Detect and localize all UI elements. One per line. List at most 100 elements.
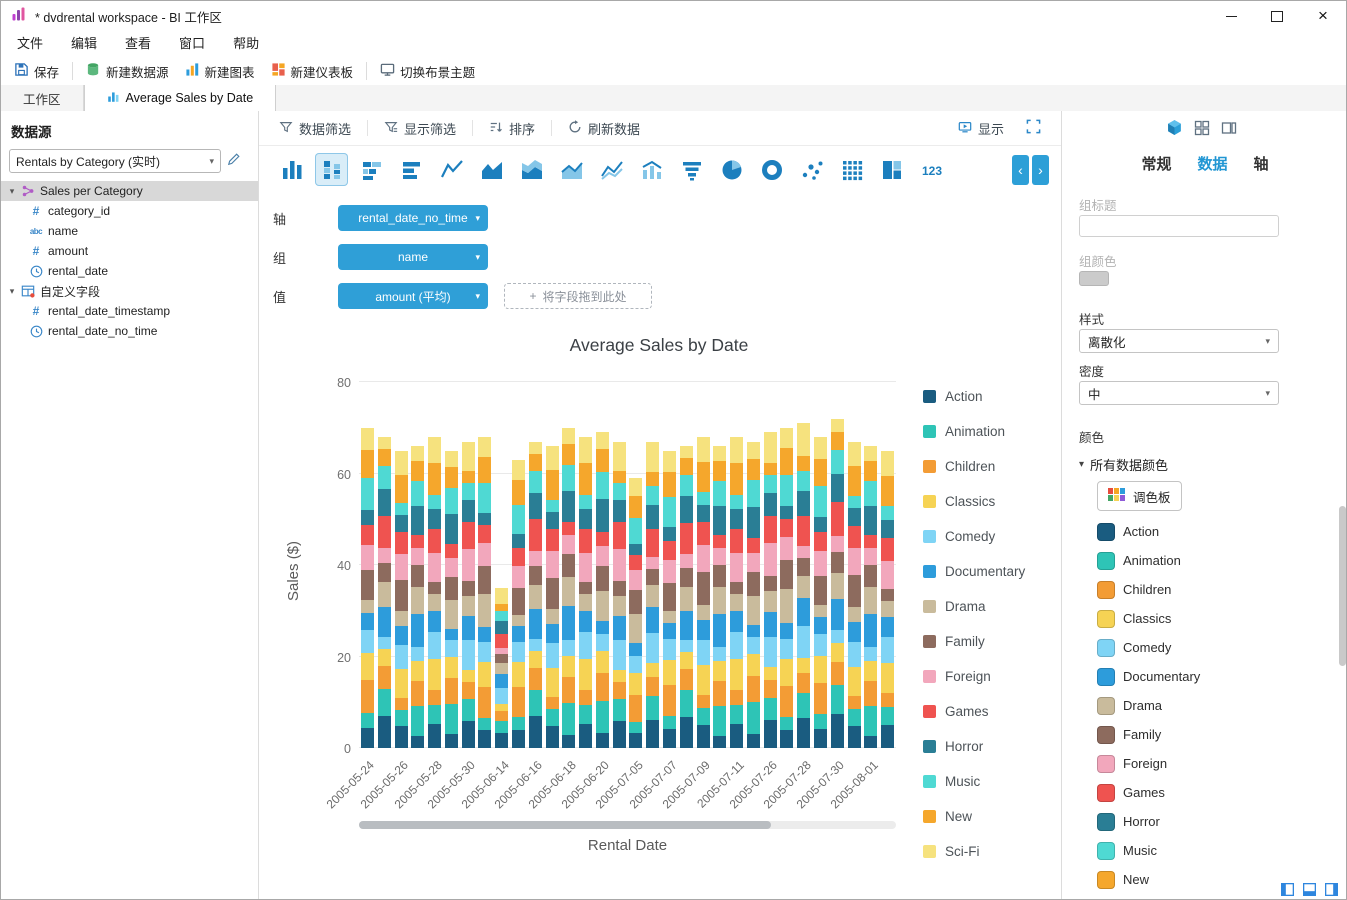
series-color-row-comedy[interactable]: Comedy bbox=[1097, 633, 1200, 662]
expander-icon[interactable]: ▾ bbox=[9, 285, 15, 296]
menu-help[interactable]: 帮助 bbox=[233, 36, 260, 51]
bar-2005-06-16[interactable] bbox=[528, 441, 542, 748]
bar-2005-07-12[interactable] bbox=[746, 441, 760, 748]
palette-button[interactable]: 调色板 bbox=[1097, 481, 1182, 511]
bar-2005-07-08[interactable] bbox=[679, 446, 693, 748]
properties-scrollbar-thumb[interactable] bbox=[1339, 506, 1346, 666]
chart-type-bar[interactable] bbox=[275, 153, 308, 186]
series-color-swatch[interactable] bbox=[1097, 638, 1115, 657]
legend-item-drama[interactable]: Drama bbox=[923, 589, 1025, 624]
menu-file[interactable]: 文件 bbox=[17, 36, 44, 51]
chart-type-donut[interactable] bbox=[755, 153, 788, 186]
field-dropzone[interactable]: + 将字段拖到此处 bbox=[504, 283, 652, 309]
bar-2005-07-26[interactable] bbox=[763, 432, 777, 748]
legend-item-animation[interactable]: Animation bbox=[923, 414, 1025, 449]
new-chart-button[interactable]: 新建图表 bbox=[178, 60, 262, 83]
display-button[interactable]: 显示 bbox=[954, 119, 1008, 138]
series-color-swatch[interactable] bbox=[1097, 580, 1115, 599]
menu-view[interactable]: 查看 bbox=[125, 36, 152, 51]
save-button[interactable]: 保存 bbox=[7, 60, 66, 83]
close-button[interactable]: × bbox=[1318, 6, 1328, 25]
series-color-row-drama[interactable]: Drama bbox=[1097, 691, 1200, 720]
dataset-select[interactable]: Rentals by Category (实时) ▾ bbox=[9, 149, 221, 173]
chart-type-area-line[interactable] bbox=[555, 153, 588, 186]
edit-dataset-button[interactable] bbox=[227, 152, 241, 171]
refresh-button[interactable]: 刷新数据 bbox=[564, 119, 644, 138]
tab-workspace[interactable]: 工作区 bbox=[1, 85, 84, 111]
legend-item-children[interactable]: Children bbox=[923, 449, 1025, 484]
chart-type-stacked-area[interactable] bbox=[515, 153, 548, 186]
legend-item-documentary[interactable]: Documentary bbox=[923, 554, 1025, 589]
panel-layout-left-icon[interactable] bbox=[1281, 883, 1294, 896]
series-color-swatch[interactable] bbox=[1097, 870, 1115, 889]
series-color-row-animation[interactable]: Animation bbox=[1097, 546, 1200, 575]
legend-item-family[interactable]: Family bbox=[923, 624, 1025, 659]
bar-2005-05-29[interactable] bbox=[444, 450, 458, 748]
bar-2005-06-15[interactable] bbox=[511, 459, 525, 748]
grid-view-icon[interactable] bbox=[1194, 120, 1210, 141]
bar-2005-06-17[interactable] bbox=[545, 446, 559, 748]
chart-types-prev-button[interactable]: ‹ bbox=[1012, 154, 1029, 185]
bar-2005-05-27[interactable] bbox=[411, 446, 425, 748]
properties-tab-data[interactable]: 数据 bbox=[1197, 156, 1228, 173]
bar-2005-06-20[interactable] bbox=[595, 432, 609, 748]
maximize-button[interactable] bbox=[1254, 1, 1300, 31]
bar-2005-07-30[interactable] bbox=[830, 418, 844, 748]
chart-type-pie[interactable] bbox=[715, 153, 748, 186]
legend-item-foreign[interactable]: Foreign bbox=[923, 659, 1025, 694]
chart-settings-icon[interactable] bbox=[1166, 119, 1183, 141]
chart-type-horizontal-bar[interactable] bbox=[395, 153, 428, 186]
tree-item-自定义字段[interactable]: ▾ 自定义字段 bbox=[1, 281, 258, 301]
bar-2005-05-25[interactable] bbox=[377, 436, 391, 748]
bar-2005-07-31[interactable] bbox=[847, 441, 861, 748]
bar-2005-07-10[interactable] bbox=[713, 446, 727, 748]
tree-item-rental_date[interactable]: rental_date bbox=[1, 261, 258, 281]
legend-item-horror[interactable]: Horror bbox=[923, 729, 1025, 764]
chart-type-funnel[interactable] bbox=[675, 153, 708, 186]
bar-2005-06-18[interactable] bbox=[562, 427, 576, 748]
bar-2005-07-06[interactable] bbox=[646, 441, 660, 748]
chart-type-line[interactable] bbox=[435, 153, 468, 186]
chart-type-stacked-bar[interactable] bbox=[315, 153, 348, 186]
bar-2005-07-28[interactable] bbox=[797, 423, 811, 748]
minimize-button[interactable] bbox=[1208, 1, 1254, 31]
series-color-swatch[interactable] bbox=[1097, 783, 1115, 802]
group-title-input[interactable] bbox=[1079, 215, 1279, 237]
tree-item-name[interactable]: abc name bbox=[1, 221, 258, 241]
legend-item-sci-fi[interactable]: Sci-Fi bbox=[923, 834, 1025, 869]
fullscreen-button[interactable] bbox=[1022, 119, 1045, 137]
bar-2005-07-09[interactable] bbox=[696, 436, 710, 748]
bar-2005-06-19[interactable] bbox=[579, 436, 592, 748]
series-color-row-documentary[interactable]: Documentary bbox=[1097, 662, 1200, 691]
legend-item-games[interactable]: Games bbox=[923, 694, 1025, 729]
layout-swap-icon[interactable] bbox=[1221, 120, 1237, 141]
chart-type-horizontal-stacked-bar[interactable] bbox=[355, 153, 388, 186]
bar-2005-07-27[interactable] bbox=[780, 427, 794, 748]
menu-window[interactable]: 窗口 bbox=[179, 36, 206, 51]
legend-item-new[interactable]: New bbox=[923, 799, 1025, 834]
panel-layout-bottom-icon[interactable] bbox=[1303, 883, 1316, 896]
expander-icon[interactable]: ▾ bbox=[9, 185, 15, 196]
tree-item-rental_date_timestamp[interactable]: # rental_date_timestamp bbox=[1, 301, 258, 321]
series-color-swatch[interactable] bbox=[1097, 841, 1115, 860]
bar-2005-05-26[interactable] bbox=[394, 450, 408, 748]
tree-item-rental_date_no_time[interactable]: rental_date_no_time bbox=[1, 321, 258, 341]
group-field-pill[interactable]: name ▾ bbox=[338, 244, 488, 270]
series-color-row-classics[interactable]: Classics bbox=[1097, 604, 1200, 633]
series-color-swatch[interactable] bbox=[1097, 754, 1115, 773]
legend-item-comedy[interactable]: Comedy bbox=[923, 519, 1025, 554]
tree-item-sales-per-category[interactable]: ▾ Sales per Category bbox=[1, 181, 258, 201]
bar-2005-06-21[interactable] bbox=[612, 441, 626, 748]
group-color-swatch[interactable] bbox=[1079, 271, 1109, 286]
tree-item-amount[interactable]: # amount bbox=[1, 241, 258, 261]
series-color-swatch[interactable] bbox=[1097, 696, 1115, 715]
bar-2005-08-01[interactable] bbox=[864, 446, 878, 748]
series-color-row-children[interactable]: Children bbox=[1097, 575, 1200, 604]
data-filter-button[interactable]: 数据筛选 bbox=[275, 119, 355, 138]
chart-type-scatter[interactable] bbox=[795, 153, 828, 186]
density-select[interactable]: 中 ▾ bbox=[1079, 381, 1279, 405]
display-filter-button[interactable]: 显示筛选 bbox=[380, 119, 460, 138]
value-field-pill[interactable]: amount (平均) ▾ bbox=[338, 283, 488, 309]
legend-item-music[interactable]: Music bbox=[923, 764, 1025, 799]
menu-edit[interactable]: 编辑 bbox=[71, 36, 98, 51]
